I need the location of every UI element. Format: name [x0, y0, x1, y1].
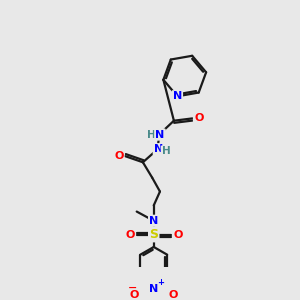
- Text: N: N: [149, 284, 158, 294]
- Text: +: +: [158, 278, 165, 287]
- Text: O: O: [173, 230, 182, 240]
- Text: O: O: [114, 151, 124, 161]
- Text: O: O: [168, 290, 178, 300]
- Text: O: O: [194, 113, 203, 123]
- Text: O: O: [130, 290, 139, 300]
- Text: H: H: [162, 146, 170, 157]
- Text: H: H: [147, 130, 156, 140]
- Text: N: N: [154, 144, 163, 154]
- Text: N: N: [173, 91, 182, 101]
- Text: −: −: [128, 283, 138, 293]
- Text: O: O: [125, 230, 134, 240]
- Text: S: S: [149, 228, 158, 241]
- Text: N: N: [149, 216, 158, 226]
- Text: N: N: [155, 130, 165, 140]
